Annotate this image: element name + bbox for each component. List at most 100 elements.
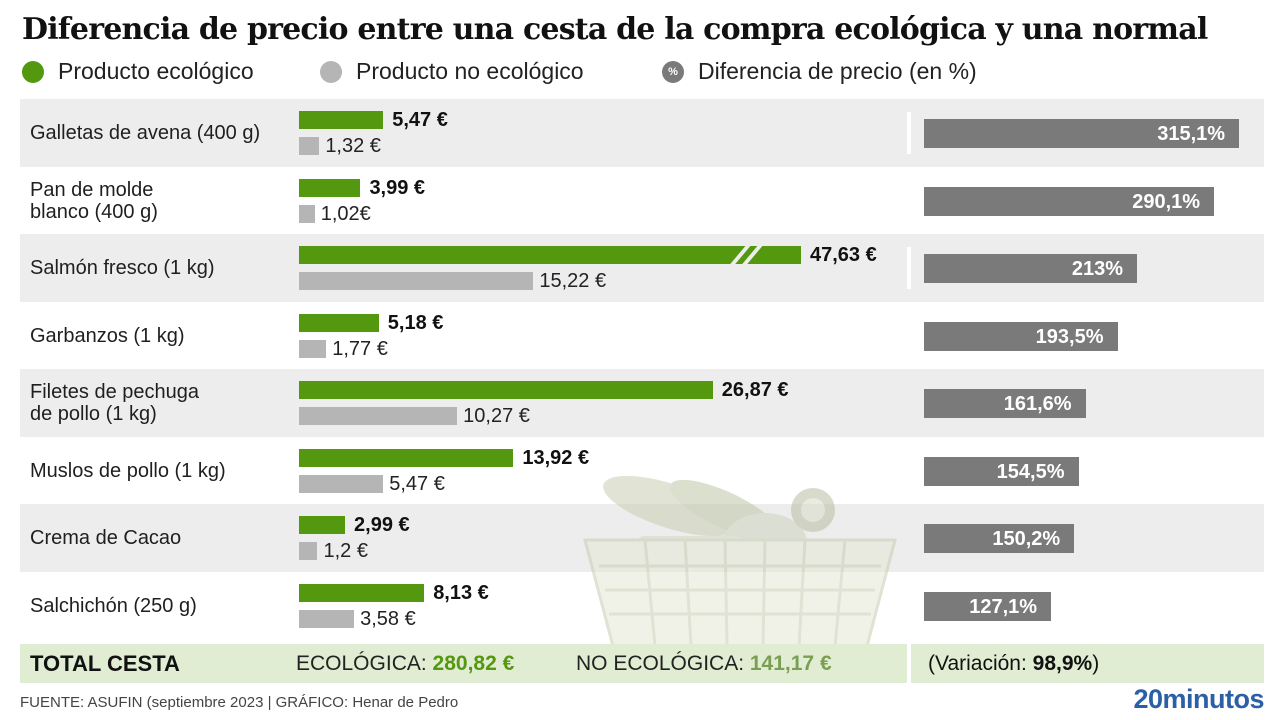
chart-row: Galletas de avena (400 g) 5,47 € 1,32 € 315… <box>20 99 1264 167</box>
pct-bar: 290,1% <box>924 186 1215 216</box>
category-label-line: Muslos de pollo (1 kg) <box>30 459 226 482</box>
legend-noeco-label: Producto no ecológico <box>356 58 584 84</box>
noeco-bar <box>299 137 320 155</box>
pct-bar: 150,2% <box>924 524 1075 553</box>
chart-row: Crema de Cacao 2,99 € 1,2 € 150,2% <box>20 504 1264 572</box>
pct-value-label: 193,5% <box>1035 325 1104 348</box>
total-var-prefix: (Variación: <box>928 652 1027 675</box>
eco-bar <box>299 111 384 129</box>
total-eco-value: 280,82 € <box>432 652 515 675</box>
noeco-bar <box>299 204 315 223</box>
legend-pct-label: Diferencia de precio (en %) <box>698 58 977 84</box>
eco-bar <box>299 246 801 264</box>
noeco-bar <box>299 272 534 290</box>
noeco-bar <box>299 609 355 628</box>
eco-bar <box>299 178 361 197</box>
category-label: Filetes de pechuga de pollo (1 kg) <box>30 381 199 425</box>
pct-value-label: 154,5% <box>996 460 1065 483</box>
eco-value-label: 2,99 € <box>354 514 410 536</box>
eco-bar <box>299 381 713 399</box>
eco-bar <box>299 448 514 467</box>
axis-break-icon <box>726 243 765 269</box>
chart-rows: Galletas de avena (400 g) 5,47 € 1,32 € 315… <box>20 99 1264 639</box>
row-divider <box>907 247 911 289</box>
total-row: TOTAL CESTA ECOLÓGICA: 280,82 € NO ECOLÓ… <box>20 644 1264 683</box>
pct-bar: 161,6% <box>924 389 1086 418</box>
category-label: Crema de Cacao <box>30 527 181 549</box>
category-label-line: blanco (400 g) <box>30 200 158 223</box>
total-variation: (Variación: 98,9%) <box>928 652 1099 676</box>
chart-row: Garbanzos (1 kg) 5,18 € 1,77 € 193,5% <box>20 302 1264 370</box>
eco-value-label: 3,99 € <box>369 176 426 199</box>
noeco-value-label: 10,27 € <box>463 405 530 427</box>
noeco-value-label: 1,02€ <box>320 202 371 225</box>
eco-value-label: 5,47 € <box>392 109 448 131</box>
pct-value-label: 213% <box>1071 258 1123 280</box>
noeco-value-label: 15,22 € <box>539 270 607 292</box>
total-var-suffix: ) <box>1092 652 1100 675</box>
category-label: Galletas de avena (400 g) <box>30 122 260 144</box>
noeco-value-label: 3,58 € <box>360 607 416 630</box>
pct-bar: 315,1% <box>924 119 1240 148</box>
pct-value-label: 315,1% <box>1157 123 1226 145</box>
legend: Producto ecológico Producto no ecológico… <box>22 58 1262 88</box>
total-noeco-value: 141,17 € <box>749 652 832 675</box>
chart-row: Salmón fresco (1 kg) 47,63 € 15,22 € 213% <box>20 234 1264 302</box>
category-label: Salchichón (250 g) <box>30 595 197 617</box>
category-label: Muslos de pollo (1 kg) <box>30 460 226 482</box>
category-label-line: Garbanzos (1 kg) <box>30 324 185 347</box>
category-label-line: Salchichón (250 g) <box>30 594 197 617</box>
noeco-value-label: 1,32 € <box>325 135 381 157</box>
eco-bar <box>299 583 425 602</box>
category-label: Pan de molde blanco (400 g) <box>30 179 158 223</box>
pct-bar: 154,5% <box>924 456 1079 486</box>
chart-title: Diferencia de precio entre una cesta de … <box>22 12 1208 47</box>
eco-bar <box>299 313 379 332</box>
category-label-line: Crema de Cacao <box>30 527 182 549</box>
total-noeco: NO ECOLÓGICA: 141,17 € <box>576 652 832 676</box>
pct-value-label: 161,6% <box>1003 393 1072 415</box>
pct-bar: 193,5% <box>924 321 1118 351</box>
noeco-value-label: 1,77 € <box>332 337 388 360</box>
total-eco-prefix: ECOLÓGICA: <box>296 652 427 675</box>
noeco-value-label: 5,47 € <box>389 472 445 495</box>
legend-item-pct: % Diferencia de precio (en %) <box>662 58 977 85</box>
eco-value-label: 5,18 € <box>387 311 444 334</box>
row-divider <box>907 112 911 154</box>
chart-row: Salchichón (250 g) 8,13 € 3,58 € 127,1% <box>20 572 1264 640</box>
category-label: Salmón fresco (1 kg) <box>30 257 215 279</box>
legend-item-eco: Producto ecológico <box>22 58 254 85</box>
category-label-line: Pan de molde <box>30 178 154 201</box>
noeco-bar <box>299 542 318 560</box>
eco-value-label: 26,87 € <box>721 379 789 401</box>
pct-bar: 213% <box>924 254 1137 283</box>
total-label: TOTAL CESTA <box>30 651 180 676</box>
total-eco: ECOLÓGICA: 280,82 € <box>296 652 514 676</box>
noeco-value-label: 1,2 € <box>323 540 368 562</box>
category-label-line: Galletas de avena (400 g) <box>30 122 261 144</box>
total-noeco-prefix: NO ECOLÓGICA: <box>576 652 745 675</box>
axis-break-cut <box>738 243 765 269</box>
legend-noeco-dot <box>320 60 342 83</box>
category-label: Garbanzos (1 kg) <box>30 325 185 347</box>
noeco-bar <box>299 339 327 358</box>
eco-value-label: 13,92 € <box>522 446 590 469</box>
pct-value-label: 150,2% <box>992 528 1061 550</box>
pct-value-label: 127,1% <box>969 595 1038 618</box>
noeco-bar <box>299 407 458 425</box>
chart-row: Pan de molde blanco (400 g) 3,99 € 1,02€ 290… <box>20 167 1264 235</box>
legend-eco-dot <box>22 60 44 83</box>
total-divider <box>907 644 911 683</box>
pct-value-label: 290,1% <box>1132 190 1201 213</box>
source-credit: FUENTE: ASUFIN (septiembre 2023 | GRÁFIC… <box>20 694 459 711</box>
category-label-line: Salmón fresco (1 kg) <box>30 257 215 279</box>
eco-value-label: 8,13 € <box>433 581 489 604</box>
legend-eco-label: Producto ecológico <box>58 58 254 84</box>
eco-bar <box>299 516 346 534</box>
eco-value-label: 47,63 € <box>810 244 877 266</box>
total-var-value: 98,9% <box>1032 652 1093 675</box>
legend-item-noeco: Producto no ecológico <box>320 58 584 85</box>
percent-badge-icon: % <box>662 60 684 83</box>
chart-row: Muslos de pollo (1 kg) 13,92 € 5,47 € 154,5… <box>20 437 1264 505</box>
category-label-line: Filetes de pechuga <box>30 381 200 403</box>
